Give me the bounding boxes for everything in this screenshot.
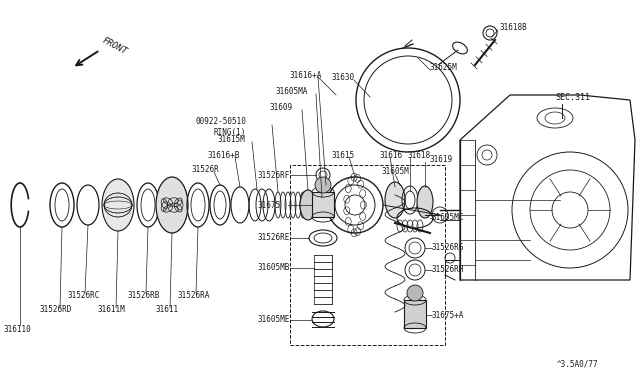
Text: 31605M: 31605M (382, 167, 410, 176)
Circle shape (315, 177, 331, 193)
Ellipse shape (102, 179, 134, 231)
Text: 31526RF: 31526RF (257, 170, 289, 180)
Text: ^3.5A0/77: ^3.5A0/77 (556, 359, 598, 369)
Text: 31526RA: 31526RA (178, 291, 211, 299)
Text: SEC.311: SEC.311 (555, 93, 590, 103)
Text: 31526RH: 31526RH (432, 266, 465, 275)
Text: 31675+A: 31675+A (432, 311, 465, 320)
Ellipse shape (417, 186, 433, 218)
Text: 00922-50510: 00922-50510 (196, 118, 247, 126)
Text: 31616+A: 31616+A (290, 71, 323, 80)
Ellipse shape (385, 182, 405, 218)
Bar (290, 165, 445, 345)
Text: FRONT: FRONT (101, 36, 129, 56)
Circle shape (407, 285, 423, 301)
Text: 31611M: 31611M (98, 305, 125, 314)
Text: 31611: 31611 (155, 305, 178, 314)
Text: 31609: 31609 (270, 103, 293, 112)
Text: 31630: 31630 (332, 74, 355, 83)
Text: 31675: 31675 (257, 201, 280, 209)
Text: 316110: 316110 (4, 326, 32, 334)
Text: 31526RG: 31526RG (432, 244, 465, 253)
Text: 31526R: 31526R (192, 166, 220, 174)
Bar (312, 192, 334, 217)
Text: 31618: 31618 (408, 151, 431, 160)
Text: 31615: 31615 (332, 151, 355, 160)
Text: 31526RB: 31526RB (128, 291, 161, 299)
Text: 31526RD: 31526RD (40, 305, 72, 314)
Text: 31526RC: 31526RC (68, 291, 100, 299)
Text: 31605MC: 31605MC (432, 214, 465, 222)
Ellipse shape (300, 190, 316, 220)
Text: 31615M: 31615M (218, 135, 246, 144)
Text: 31618B: 31618B (500, 23, 528, 32)
Text: 31625M: 31625M (430, 64, 458, 73)
Text: 31605MB: 31605MB (257, 263, 289, 273)
Text: 31619: 31619 (430, 155, 453, 164)
Text: 31616+B: 31616+B (208, 151, 241, 160)
Text: 31616: 31616 (380, 151, 403, 160)
Ellipse shape (156, 177, 188, 233)
Bar (404, 300, 426, 328)
Text: 31605MA: 31605MA (276, 87, 308, 96)
Text: 31526RE: 31526RE (257, 234, 289, 243)
Text: 31605ME: 31605ME (257, 315, 289, 324)
Text: RING(1): RING(1) (214, 128, 246, 138)
